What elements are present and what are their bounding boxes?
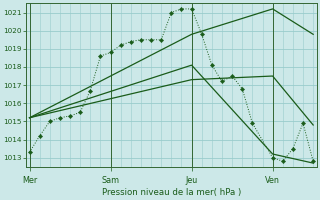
X-axis label: Pression niveau de la mer( hPa ): Pression niveau de la mer( hPa ) [102, 188, 241, 197]
